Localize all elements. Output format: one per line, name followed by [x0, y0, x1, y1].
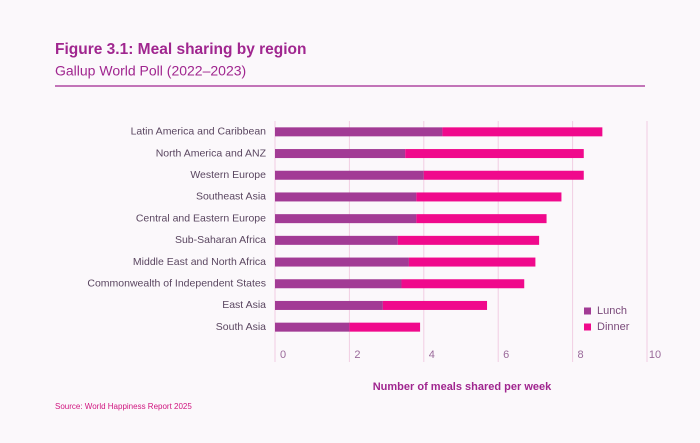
bar-segment [382, 300, 488, 310]
bar-segment [397, 235, 540, 245]
bar-segment [275, 214, 417, 224]
y-tick-label: East Asia [222, 299, 266, 311]
x-tick-label: 0 [280, 349, 286, 361]
x-tick-label: 10 [649, 349, 661, 361]
bar-segment [442, 127, 603, 137]
bar-segment [275, 127, 443, 137]
y-tick-label: Latin America and Caribbean [131, 126, 267, 138]
x-tick-label: 6 [503, 349, 509, 361]
y-tick-label: Western Europe [190, 169, 266, 181]
y-tick-label: Middle East and North Africa [133, 256, 266, 268]
x-tick-label: 4 [429, 349, 435, 361]
bar-segment [275, 149, 406, 159]
bar-segment [349, 322, 421, 332]
y-tick-label: South Asia [216, 321, 266, 333]
bar-segment [275, 279, 402, 289]
x-tick-label: 8 [578, 349, 584, 361]
x-axis-label: Number of meals shared per week [373, 381, 552, 393]
bar-segment [275, 257, 409, 267]
bar-segment [275, 192, 417, 202]
bar-segment [401, 279, 525, 289]
source: Source: World Happiness Report 2025 [55, 402, 192, 411]
legend-label: Dinner [597, 321, 630, 333]
legend-swatch [584, 323, 591, 331]
bar-segment [405, 149, 584, 159]
y-tick-label: Central and Eastern Europe [136, 212, 266, 224]
bar-segment [423, 170, 584, 180]
y-tick-label: Commonwealth of Independent States [87, 278, 266, 290]
chart-subtitle: Gallup World Poll (2022–2023) [55, 63, 246, 79]
bar-segment [275, 235, 398, 245]
bar-segment [275, 300, 383, 310]
legend-swatch [584, 307, 591, 315]
x-tick-label: 2 [354, 349, 360, 361]
bar-segment [408, 257, 536, 267]
bar-segment [416, 214, 547, 224]
legend-label: Lunch [597, 305, 627, 317]
chart-title: Figure 3.1: Meal sharing by region [55, 41, 307, 58]
bar-segment [275, 170, 424, 180]
y-tick-label: Sub-Saharan Africa [175, 234, 266, 246]
y-tick-label: North America and ANZ [156, 147, 267, 159]
y-tick-label: Southeast Asia [196, 191, 266, 203]
bar-segment [275, 322, 350, 332]
bar-segment [416, 192, 562, 202]
